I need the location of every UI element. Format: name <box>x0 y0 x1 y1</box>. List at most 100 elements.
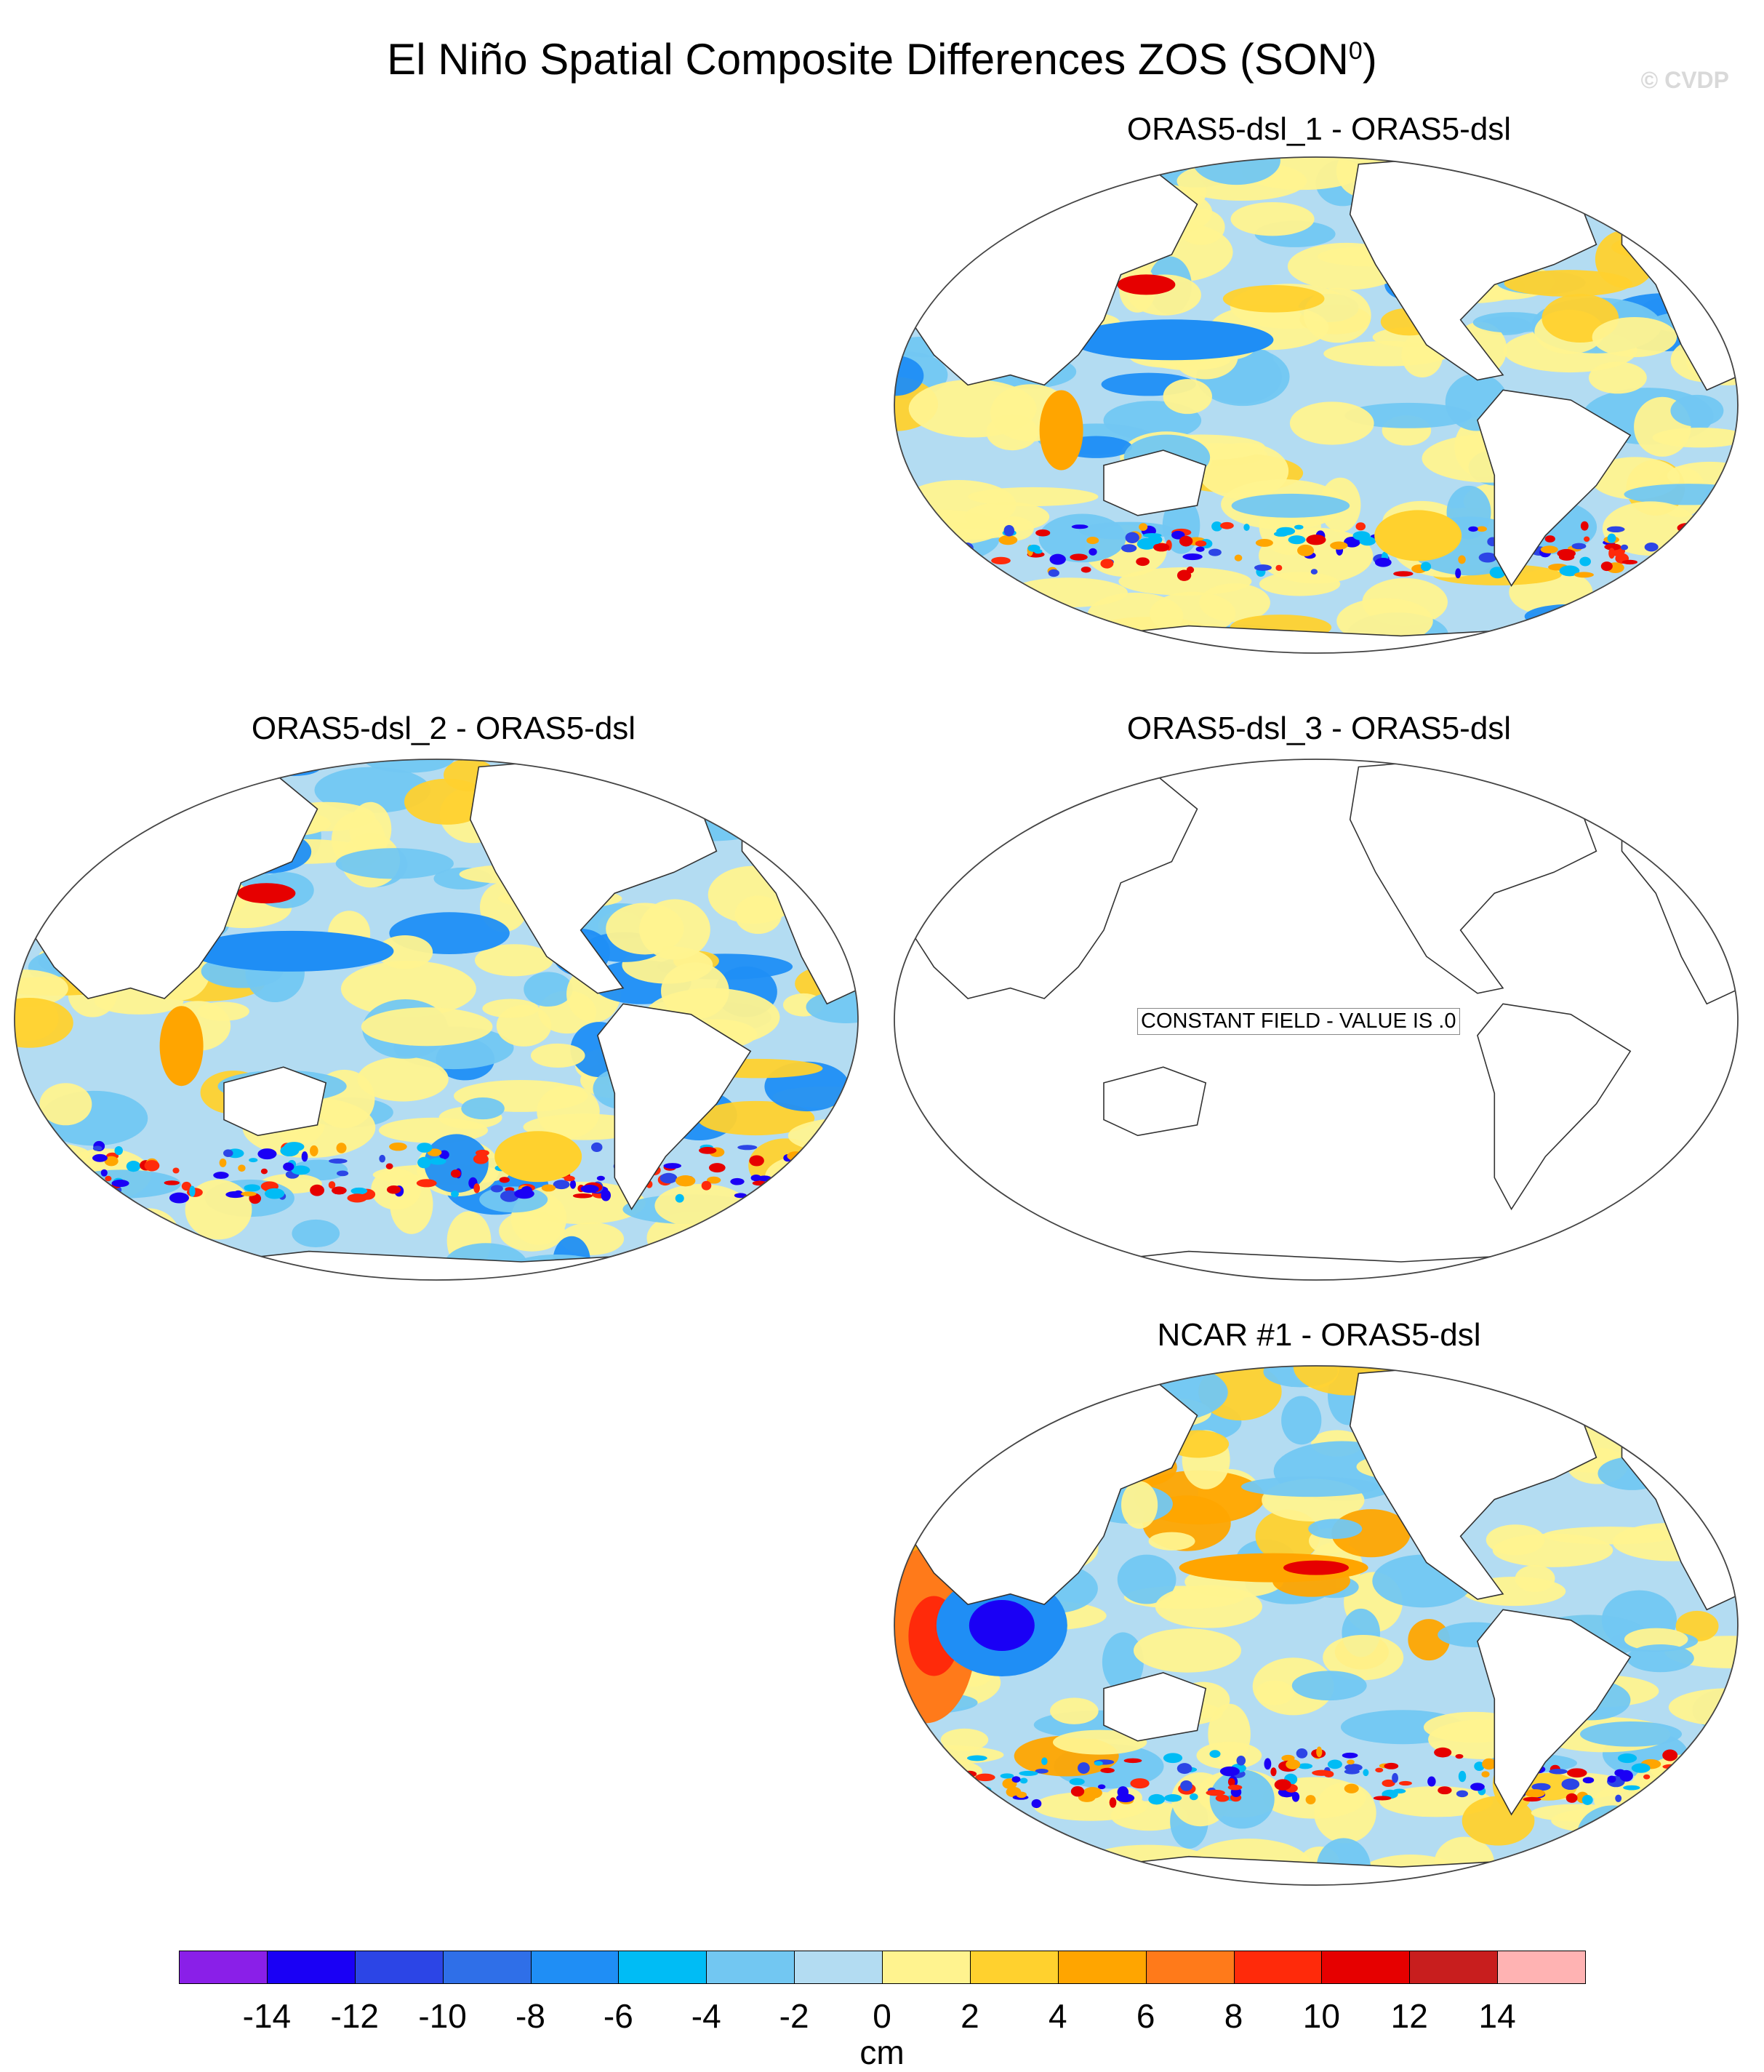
anomaly-patch <box>15 1209 117 1271</box>
panel-title-1: ORAS5-dsl_1 - ORAS5-dsl <box>1126 111 1512 147</box>
anomaly-speckle <box>1180 1780 1192 1791</box>
anomaly-speckle <box>1296 1748 1308 1759</box>
anomaly-speckle <box>601 1189 612 1201</box>
anomaly-speckle <box>1219 1766 1240 1777</box>
anomaly-patch <box>1693 1366 1738 1411</box>
anomaly-speckle <box>572 1193 593 1199</box>
anomaly-speckle <box>1558 553 1575 561</box>
anomaly-speckle <box>1125 532 1139 543</box>
anomaly-speckle <box>189 1185 196 1197</box>
anomaly-speckle <box>1312 1769 1332 1776</box>
anomaly-speckle <box>1600 561 1613 572</box>
anomaly-speckle <box>1709 554 1719 559</box>
map-panel-1 <box>894 156 1739 654</box>
anomaly-speckle <box>1700 1791 1717 1799</box>
anomaly-speckle <box>1468 526 1478 532</box>
anomaly-patch <box>39 1247 107 1266</box>
anomaly-speckle <box>939 1753 949 1762</box>
anomaly-strong <box>1117 274 1176 295</box>
anomaly-patch <box>314 767 431 814</box>
anomaly-patch <box>1289 401 1374 445</box>
anomaly-patch <box>1209 1769 1275 1829</box>
anomaly-speckle <box>241 1191 257 1196</box>
anomaly-speckle <box>1220 521 1234 529</box>
colorbar-swatch <box>530 1951 620 1984</box>
anomaly-patch <box>1408 1619 1450 1661</box>
anomaly-patch <box>1576 1805 1648 1865</box>
colorbar-unit: cm <box>859 2033 905 2071</box>
map-boundary <box>894 1365 1739 1886</box>
anomaly-speckle <box>1363 1769 1369 1777</box>
map-clip-group <box>894 157 1738 653</box>
colorbar-swatch <box>1409 1951 1499 1984</box>
anomaly-speckle <box>1163 1753 1183 1764</box>
anomaly-speckle <box>1211 521 1223 532</box>
anomaly-speckle <box>1041 1757 1048 1766</box>
anomaly-speckle <box>925 541 934 547</box>
anomaly-patch <box>482 999 540 1018</box>
anomaly-patch <box>654 1183 747 1228</box>
map-boundary <box>894 156 1739 654</box>
anomaly-patch <box>103 759 225 801</box>
anomaly-speckle <box>1243 524 1250 531</box>
anomaly-speckle <box>1666 570 1680 575</box>
anomaly-speckle <box>104 1156 119 1167</box>
colorbar-swatch <box>1057 1951 1147 1984</box>
anomaly-patch <box>968 487 1099 507</box>
anomaly-speckle <box>1374 557 1392 567</box>
anomaly-speckle <box>1669 1771 1686 1776</box>
anomaly-speckle <box>1344 1769 1360 1775</box>
anomaly-speckle <box>898 1759 905 1771</box>
anomaly-speckle <box>57 1194 73 1201</box>
anomaly-speckle <box>59 1176 65 1183</box>
colorbar-tick-label: -8 <box>516 1997 545 2035</box>
anomaly-speckle <box>1482 1758 1496 1770</box>
anomaly-speckle <box>675 1193 684 1203</box>
colorbar-swatch <box>794 1951 883 1984</box>
continent-outline <box>1103 449 1207 516</box>
anomaly-speckle <box>1031 1799 1042 1809</box>
anomaly-speckle <box>1123 1758 1142 1764</box>
anomaly-speckle <box>737 1145 758 1151</box>
colorbar-swatch <box>618 1951 707 1984</box>
anomaly-patch <box>734 895 782 935</box>
anomaly-patch <box>26 762 133 788</box>
anomaly-patch <box>1670 394 1724 427</box>
anomaly-speckle <box>1724 553 1734 562</box>
anomaly-patch <box>1155 1585 1262 1628</box>
anomaly-patch <box>697 1100 815 1136</box>
anomaly-speckle <box>895 1797 916 1809</box>
continent-outline <box>597 1003 752 1211</box>
anomaly-patch <box>357 1057 449 1102</box>
anomaly-patch <box>686 759 772 787</box>
anomaly-speckle <box>1078 1762 1090 1774</box>
anomaly-speckle <box>386 1185 401 1194</box>
anomaly-speckle <box>1581 1795 1593 1805</box>
anomaly-patch <box>530 1043 585 1068</box>
colorbar-swatch <box>266 1951 356 1984</box>
anomaly-speckle <box>1608 548 1615 559</box>
anomaly-speckle <box>1344 1783 1359 1793</box>
anomaly-speckle <box>1730 1782 1736 1793</box>
anomaly-speckle <box>1667 565 1680 572</box>
anomaly-patch <box>1121 1481 1158 1529</box>
anomaly-speckle <box>1136 557 1150 567</box>
anomaly-speckle <box>68 1167 81 1177</box>
anomaly-speckle <box>1297 1763 1313 1769</box>
continent-outline <box>899 766 1198 999</box>
colorbar-tick-label: -14 <box>242 1997 292 2035</box>
anomaly-patch <box>927 1366 964 1380</box>
anomaly-speckle <box>1195 540 1207 547</box>
anomaly-speckle <box>1531 1783 1551 1791</box>
anomaly-speckle <box>219 1158 227 1167</box>
map-boundary <box>14 759 859 1281</box>
anomaly-speckle <box>1623 1785 1640 1791</box>
anomaly-speckle <box>1176 569 1192 581</box>
anomaly-speckle <box>1561 1778 1580 1791</box>
anomaly-speckle <box>100 1169 108 1177</box>
anomaly-patch <box>292 1219 340 1248</box>
anomaly-patch <box>1231 493 1350 518</box>
anomaly-speckle <box>1208 548 1222 556</box>
continent-outline <box>1621 782 1738 1005</box>
anomaly-patch <box>1281 1396 1322 1445</box>
